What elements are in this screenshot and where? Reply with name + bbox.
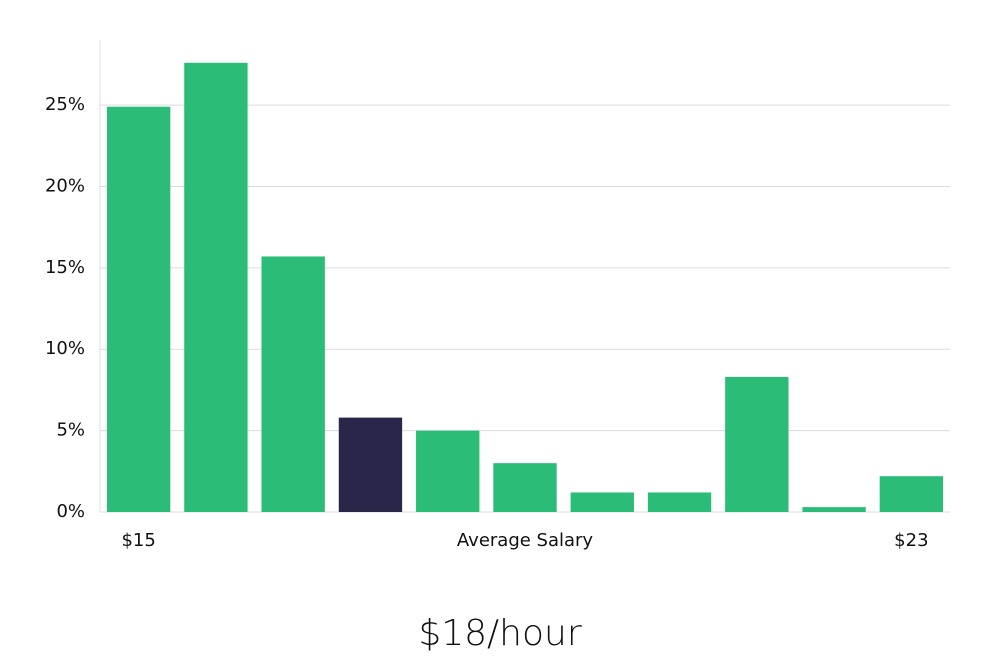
bar xyxy=(725,376,789,512)
y-tick-label: 25% xyxy=(45,94,85,115)
x-tick-label: $23 xyxy=(894,530,928,551)
bar xyxy=(879,476,944,512)
y-tick-label: 15% xyxy=(45,257,85,278)
annotation: $18/hour xyxy=(418,613,582,654)
bar xyxy=(106,106,171,513)
y-tick-label: 20% xyxy=(45,175,85,196)
bar xyxy=(647,492,712,512)
bar xyxy=(184,62,248,513)
y-tick-label: 0% xyxy=(56,501,85,522)
bar xyxy=(338,417,403,512)
bar xyxy=(416,430,480,512)
bar xyxy=(261,256,325,512)
bar xyxy=(802,507,866,512)
bar xyxy=(493,463,557,512)
y-tick-label: 5% xyxy=(56,420,85,441)
bar xyxy=(570,492,634,512)
x-axis-label: Average Salary xyxy=(457,530,594,551)
x-tick-label: $15 xyxy=(121,530,155,551)
y-tick-label: 10% xyxy=(45,338,85,359)
